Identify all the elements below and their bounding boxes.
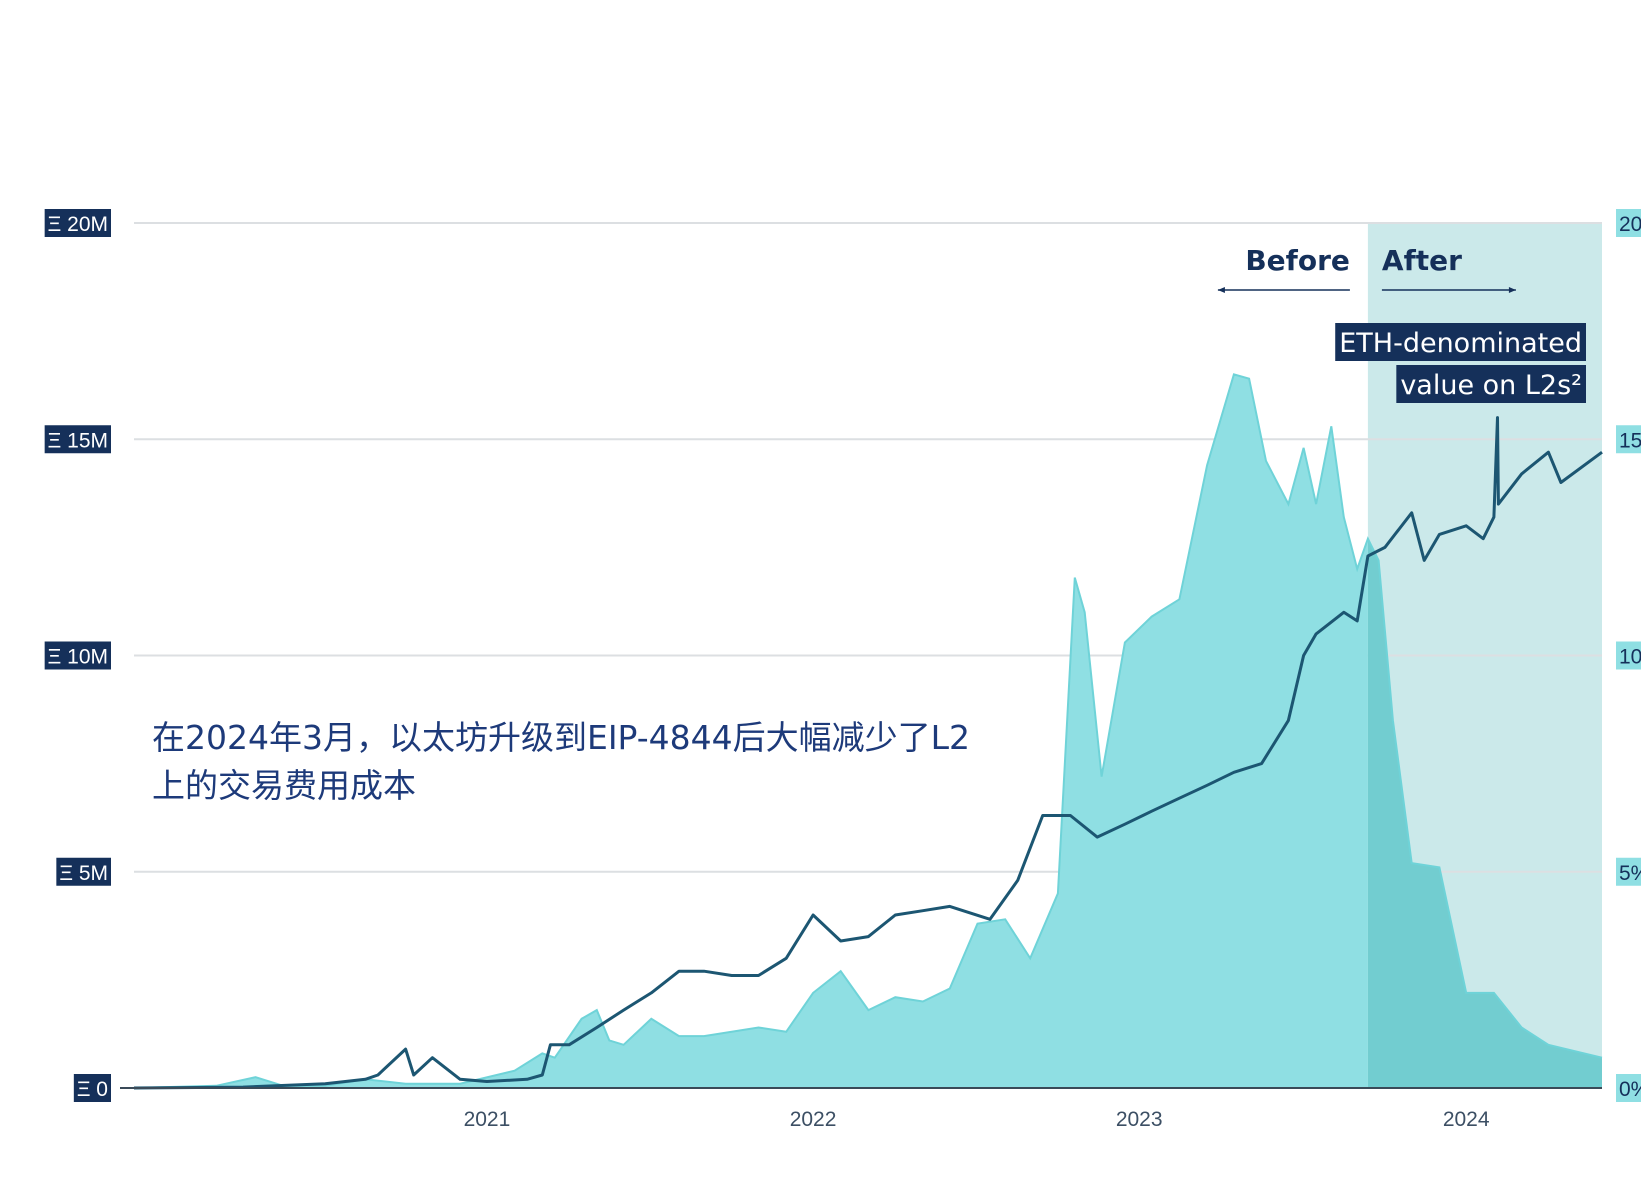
y-right-tick-label: 0%	[1616, 1074, 1641, 1102]
y-right-tick-text: 15%	[1619, 429, 1641, 452]
x-tick-label: 2022	[790, 1108, 837, 1131]
annotation-line-1: 在2024年3月，以太坊升级到EIP-4844后大幅减少了L2	[152, 718, 971, 757]
y-left-tick-text: Ξ 0	[77, 1078, 108, 1101]
series-label-line-2: value on L2s²	[1400, 370, 1582, 401]
y-right-tick-text: 10%	[1619, 646, 1641, 669]
y-right-tick-label: 20%	[1616, 209, 1641, 237]
y-left-tick-text: Ξ 15M	[48, 429, 108, 452]
y-left-tick-text: Ξ 10M	[48, 646, 108, 669]
y-left-tick-label: Ξ 20M	[44, 209, 111, 237]
svg-text:2021: 2021	[464, 1108, 511, 1131]
series-label-line-1: ETH-denominated	[1339, 328, 1582, 359]
after-label: After	[1381, 244, 1516, 293]
x-tick-label: 2024	[1443, 1108, 1490, 1131]
chart-annotation: 在2024年3月，以太坊升级到EIP-4844后大幅减少了L2 上的交易费用成本	[152, 714, 1052, 810]
y-left-tick-label: Ξ 10M	[44, 641, 111, 670]
x-tick-label: 2023	[1116, 1108, 1163, 1131]
l2-share-area	[134, 374, 1368, 1088]
y-right-tick-text: 20%	[1619, 213, 1641, 236]
svg-text:2022: 2022	[790, 1108, 837, 1131]
x-tick-label: 2021	[464, 1108, 511, 1131]
eth-value-line	[133, 416, 1603, 1090]
y-right-tick-label: 15%	[1616, 425, 1641, 454]
svg-text:Before: Before	[1245, 244, 1350, 277]
svg-text:After: After	[1382, 244, 1462, 277]
y-left-tick-label: Ξ 5M	[56, 857, 111, 886]
y-left-tick-text: Ξ 20M	[48, 213, 108, 236]
y-right-tick-label: 5%	[1616, 857, 1641, 886]
l2-share-area-after	[1367, 538, 1602, 1088]
y-left-tick-text: Ξ 5M	[59, 862, 108, 885]
y-left-tick-label: Ξ 0	[73, 1074, 111, 1102]
before-label: Before	[1217, 244, 1350, 293]
svg-text:2023: 2023	[1116, 1108, 1163, 1131]
y-right-tick-text: 0%	[1619, 1078, 1641, 1101]
y-right-tick-text: 5%	[1619, 862, 1641, 885]
y-left-tick-label: Ξ 15M	[44, 425, 111, 454]
eth-value-series-label: ETH-denominated value on L2s²	[1335, 323, 1586, 403]
annotation-line-2: 上的交易费用成本	[152, 766, 416, 805]
svg-text:2024: 2024	[1443, 1108, 1490, 1131]
y-right-tick-label: 10%	[1616, 641, 1641, 670]
